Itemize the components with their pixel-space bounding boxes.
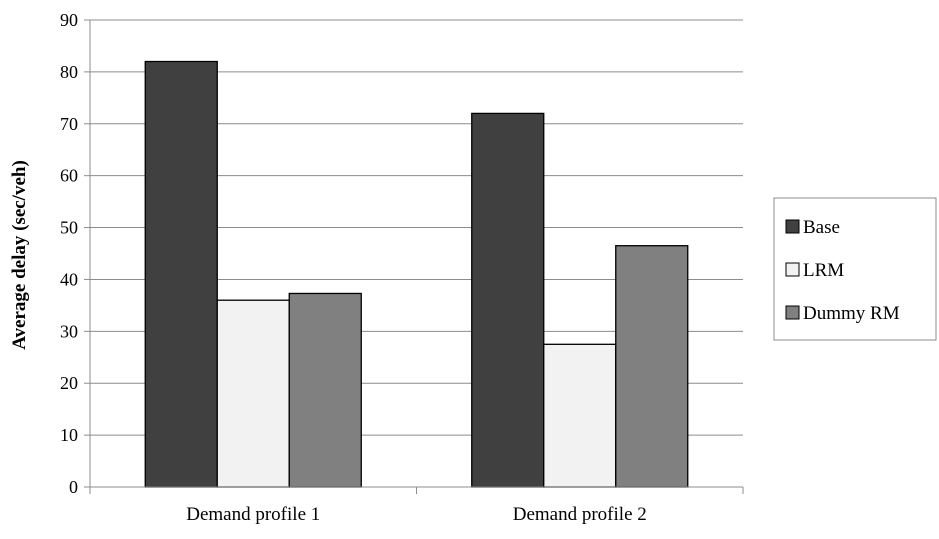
legend: Base LRM Dummy RM bbox=[773, 197, 937, 341]
bar-base-2 bbox=[471, 112, 545, 488]
legend-swatch-dummy-rm bbox=[785, 305, 800, 320]
legend-swatch-lrm bbox=[785, 262, 800, 277]
legend-swatch-base bbox=[785, 219, 800, 234]
y-tick-label: 40 bbox=[60, 269, 78, 289]
x-tick-labels: Demand profile 1 Demand profile 2 bbox=[186, 504, 647, 525]
y-axis-label: Average delay (sec/veh) bbox=[9, 160, 30, 350]
bar-base-1 bbox=[144, 60, 218, 488]
legend-label-dummy-rm: Dummy RM bbox=[803, 303, 900, 324]
legend-label-lrm: LRM bbox=[803, 260, 844, 281]
y-tick-label: 50 bbox=[60, 218, 78, 238]
y-tick-label: 80 bbox=[60, 62, 78, 82]
y-tick-label: 20 bbox=[60, 373, 78, 393]
legend-label-base: Base bbox=[803, 217, 840, 238]
legend-box bbox=[773, 197, 937, 341]
y-tick-label: 10 bbox=[60, 425, 78, 445]
bar-lrm-2 bbox=[543, 343, 617, 488]
y-tick-label: 0 bbox=[69, 477, 78, 497]
y-tick-label: 60 bbox=[60, 166, 78, 186]
bar-lrm-1 bbox=[216, 299, 290, 488]
bar-dummy-rm-2 bbox=[615, 245, 689, 488]
axes bbox=[84, 19, 744, 494]
y-tick-label: 90 bbox=[60, 10, 78, 30]
x-tick-label: Demand profile 2 bbox=[513, 504, 647, 525]
bars bbox=[144, 60, 689, 488]
bar-dummy-rm-1 bbox=[288, 292, 362, 488]
y-tick-labels: 0 10 20 30 40 50 60 70 80 90 bbox=[60, 10, 78, 497]
x-tick-label: Demand profile 1 bbox=[186, 504, 320, 525]
y-tick-label: 70 bbox=[60, 114, 78, 134]
y-tick-label: 30 bbox=[60, 321, 78, 341]
